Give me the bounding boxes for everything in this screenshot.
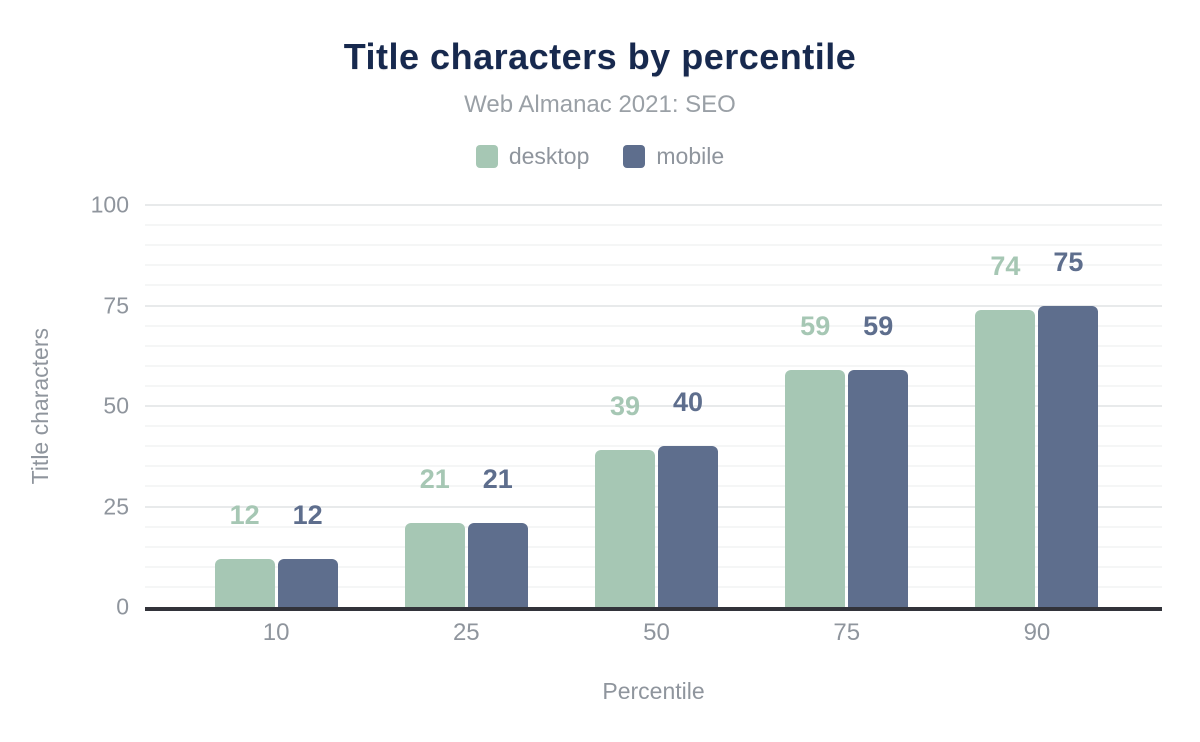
bar-value-label: 74 <box>990 250 1021 281</box>
bar-group-10: 12 12 <box>181 205 371 607</box>
bar-desktop-p50[interactable]: 39 <box>595 393 655 607</box>
gridline-minor <box>145 364 1162 367</box>
bar-desktop-p10[interactable]: 12 <box>214 501 275 607</box>
gridline-minor <box>145 264 1162 267</box>
bar-group-50: 39 40 <box>561 205 751 607</box>
gridline-minor <box>145 445 1162 448</box>
chart-subtitle: Web Almanac 2021: SEO <box>464 91 736 118</box>
gridline-minor <box>145 425 1162 428</box>
gridline-minor <box>145 224 1162 227</box>
x-tick-label: 75 <box>833 619 861 646</box>
x-axis-ticks: 10 25 50 75 90 <box>145 619 1162 647</box>
gridline-minor <box>145 344 1162 347</box>
gridline-major <box>145 405 1162 407</box>
bar-value-label: 40 <box>672 387 704 418</box>
chart-title: Title characters by percentile <box>343 36 857 77</box>
y-axis-ticks: 0 25 50 75 100 <box>60 193 137 618</box>
x-axis-title: Percentile <box>602 678 705 704</box>
gridline-major <box>145 304 1162 307</box>
bar-value-label: 12 <box>292 499 323 530</box>
bar-value-label: 75 <box>1053 246 1084 277</box>
legend-swatch-mobile <box>623 144 646 168</box>
bar-value-label: 12 <box>229 499 260 530</box>
bars-row: 12 12 21 21 39 40 59 59 74 75 <box>145 205 1162 607</box>
bar-value-label: 59 <box>863 310 894 341</box>
plot-area: 12 12 21 21 39 40 59 59 74 75 <box>145 204 1162 611</box>
bar-mobile-p25[interactable]: 21 <box>467 465 528 607</box>
bar-mobile-p10[interactable]: 12 <box>277 501 338 607</box>
y-axis-title: Title characters <box>26 327 53 485</box>
bar-mobile-p75[interactable]: 59 <box>848 312 909 607</box>
bar-group-90: 74 75 <box>942 205 1132 607</box>
legend-item-desktop[interactable]: desktop <box>475 142 590 170</box>
bar-value-label: 59 <box>800 310 831 341</box>
gridline-major <box>145 204 1162 206</box>
gridline-minor <box>145 324 1162 327</box>
chart-legend: desktop mobile <box>0 142 1200 170</box>
legend-label: mobile <box>656 142 725 169</box>
gridline-minor <box>145 284 1162 287</box>
y-tick-label: 25 <box>103 493 129 519</box>
x-tick-label: 90 <box>1023 619 1051 646</box>
legend-swatch-desktop <box>475 144 498 168</box>
y-tick-label: 50 <box>103 392 129 419</box>
y-tick-label: 100 <box>90 191 129 218</box>
x-tick-label: 50 <box>643 619 670 646</box>
legend-item-mobile[interactable]: mobile <box>623 143 724 170</box>
bar-desktop-p25[interactable]: 21 <box>404 465 465 607</box>
bar-mobile-p50[interactable]: 40 <box>658 389 718 607</box>
bar-mobile-p90[interactable]: 75 <box>1038 248 1099 607</box>
bar-value-label: 21 <box>419 463 450 494</box>
bar-group-25: 21 21 <box>371 205 561 607</box>
y-tick-label: 75 <box>103 292 129 318</box>
legend-label: desktop <box>508 142 590 169</box>
gridline-minor <box>145 244 1162 247</box>
bar-value-label: 39 <box>609 391 641 422</box>
x-tick-label: 10 <box>262 619 290 646</box>
x-tick-label: 25 <box>452 619 480 646</box>
y-tick-label: 0 <box>116 593 129 620</box>
bar-group-75: 59 59 <box>752 205 942 607</box>
bar-value-label: 21 <box>482 463 513 494</box>
gridline-minor <box>145 384 1162 387</box>
bar-desktop-p75[interactable]: 59 <box>785 312 846 607</box>
bar-desktop-p90[interactable]: 74 <box>975 252 1036 607</box>
